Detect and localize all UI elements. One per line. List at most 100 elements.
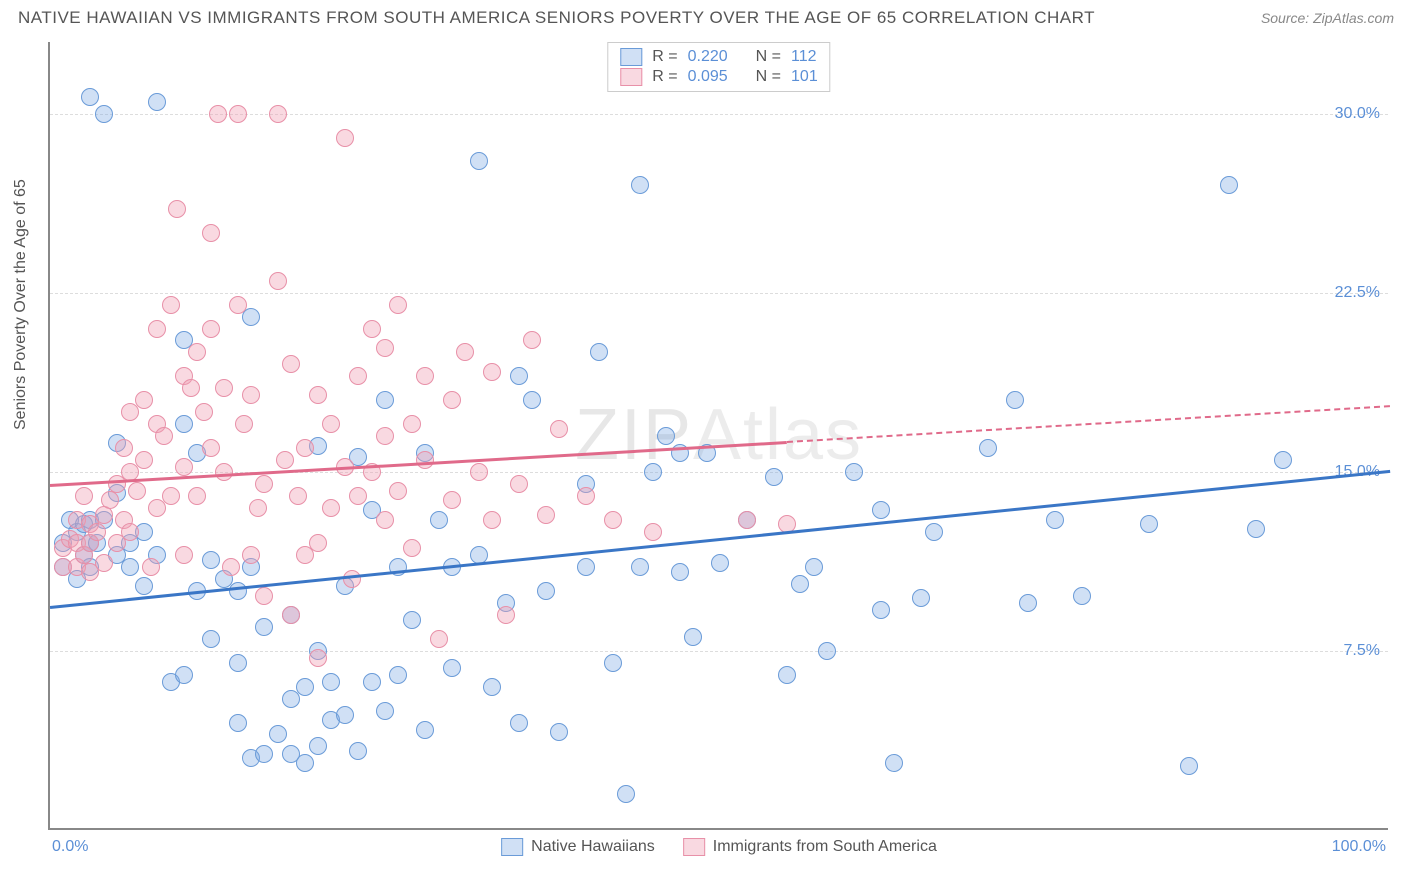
data-point — [202, 320, 220, 338]
data-point — [202, 551, 220, 569]
data-point — [1220, 176, 1238, 194]
data-point — [296, 678, 314, 696]
data-point — [470, 152, 488, 170]
data-point — [537, 506, 555, 524]
data-point — [1247, 520, 1265, 538]
data-point — [604, 511, 622, 529]
data-point — [1073, 587, 1091, 605]
data-point — [765, 468, 783, 486]
data-point — [1274, 451, 1292, 469]
data-point — [631, 558, 649, 576]
chart-title: NATIVE HAWAIIAN VS IMMIGRANTS FROM SOUTH… — [18, 8, 1095, 28]
data-point — [309, 534, 327, 552]
data-point — [805, 558, 823, 576]
data-point — [175, 666, 193, 684]
data-point — [818, 642, 836, 660]
data-point — [282, 606, 300, 624]
data-point — [175, 458, 193, 476]
data-point — [389, 482, 407, 500]
data-point — [523, 391, 541, 409]
data-point — [416, 451, 434, 469]
data-point — [470, 463, 488, 481]
data-point — [282, 355, 300, 373]
data-point — [604, 654, 622, 672]
data-point — [343, 570, 361, 588]
correlation-legend: R = 0.220 N = 112 R = 0.095 N = 101 — [607, 42, 830, 92]
data-point — [195, 403, 213, 421]
data-point — [322, 415, 340, 433]
data-point — [269, 272, 287, 290]
data-point — [242, 308, 260, 326]
data-point — [617, 785, 635, 803]
data-point — [349, 367, 367, 385]
y-tick-label: 30.0% — [1335, 105, 1380, 123]
gridline — [50, 114, 1388, 115]
data-point — [255, 745, 273, 763]
data-point — [322, 673, 340, 691]
scatter-plot-area: ZIPAtlas R = 0.220 N = 112 R = 0.095 N =… — [48, 42, 1388, 830]
data-point — [349, 742, 367, 760]
legend-item-0: Native Hawaiians — [501, 838, 655, 856]
data-point — [443, 491, 461, 509]
data-point — [289, 487, 307, 505]
data-point — [95, 105, 113, 123]
data-point — [1140, 515, 1158, 533]
data-point — [550, 420, 568, 438]
data-point — [276, 451, 294, 469]
data-point — [389, 296, 407, 314]
data-point — [95, 554, 113, 572]
data-point — [363, 320, 381, 338]
legend-row-series-1: R = 0.095 N = 101 — [620, 67, 817, 87]
data-point — [550, 723, 568, 741]
data-point — [376, 339, 394, 357]
data-point — [363, 673, 381, 691]
data-point — [979, 439, 997, 457]
data-point — [684, 628, 702, 646]
data-point — [497, 606, 515, 624]
data-point — [376, 511, 394, 529]
data-point — [872, 501, 890, 519]
data-point — [644, 463, 662, 481]
data-point — [202, 630, 220, 648]
data-point — [925, 523, 943, 541]
data-point — [242, 546, 260, 564]
data-point — [182, 379, 200, 397]
source-label: Source: ZipAtlas.com — [1261, 10, 1394, 26]
data-point — [577, 487, 595, 505]
data-point — [376, 427, 394, 445]
data-point — [296, 439, 314, 457]
gridline — [50, 293, 1388, 294]
data-point — [215, 463, 233, 481]
data-point — [523, 331, 541, 349]
data-point — [872, 601, 890, 619]
data-point — [537, 582, 555, 600]
data-point — [135, 577, 153, 595]
data-point — [885, 754, 903, 772]
data-point — [322, 499, 340, 517]
data-point — [711, 554, 729, 572]
legend-swatch-bottom-0 — [501, 838, 523, 856]
data-point — [631, 176, 649, 194]
data-point — [778, 666, 796, 684]
data-point — [235, 415, 253, 433]
data-point — [135, 391, 153, 409]
legend-swatch-bottom-1 — [683, 838, 705, 856]
data-point — [255, 587, 273, 605]
data-point — [791, 575, 809, 593]
data-point — [229, 654, 247, 672]
data-point — [121, 523, 139, 541]
data-point — [222, 558, 240, 576]
data-point — [269, 105, 287, 123]
data-point — [249, 499, 267, 517]
data-point — [255, 618, 273, 636]
data-point — [202, 439, 220, 457]
data-point — [1046, 511, 1064, 529]
legend-row-series-0: R = 0.220 N = 112 — [620, 47, 817, 67]
data-point — [577, 558, 595, 576]
data-point — [229, 714, 247, 732]
data-point — [255, 475, 273, 493]
trend-line — [787, 405, 1390, 443]
data-point — [88, 523, 106, 541]
data-point — [376, 702, 394, 720]
trend-line — [50, 469, 1390, 608]
